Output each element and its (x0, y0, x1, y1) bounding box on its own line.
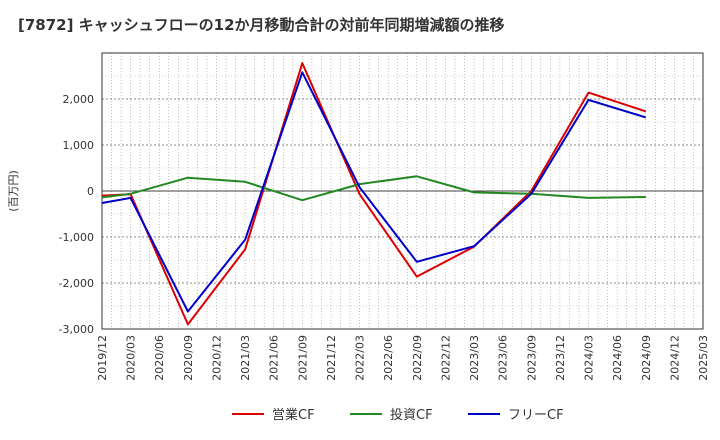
y-tick-label: -1,000 (59, 231, 94, 244)
x-tick-label: 2020/03 (125, 335, 138, 381)
legend-label: 営業CF (272, 407, 315, 423)
x-tick-label: 2022/09 (411, 335, 424, 381)
plot-frame (101, 52, 704, 330)
x-tick-label: 2025/03 (697, 335, 710, 381)
x-tick-label: 2024/09 (640, 335, 653, 381)
legend-label: 投資CF (390, 407, 433, 423)
x-tick-label: 2023/12 (554, 335, 567, 381)
series-line-投資CF (101, 175, 646, 202)
x-tick-label: 2024/12 (668, 335, 681, 381)
y-tick-label: 0 (87, 185, 94, 198)
series-layer (101, 62, 647, 326)
y-tick-label: -2,000 (59, 277, 94, 290)
legend-label: フリーCF (508, 408, 564, 423)
chart-title: [7872] キャッシュフローの12か月移動合計の対前年同期増減額の推移 (18, 16, 505, 34)
y-axis-title: (百万円) (7, 170, 20, 212)
y-tick-label: -3,000 (59, 323, 94, 336)
x-tick-label: 2020/06 (153, 335, 166, 381)
x-tick-label: 2021/06 (268, 335, 281, 381)
x-tick-label: 2020/12 (210, 335, 223, 381)
x-tick-label: 2020/09 (182, 335, 195, 381)
y-tick-label: 1,000 (63, 139, 95, 152)
x-tick-label: 2023/06 (497, 335, 510, 381)
x-tick-label: 2023/09 (525, 335, 538, 381)
series-line-営業CF (101, 62, 647, 326)
x-tick-label: 2021/09 (296, 335, 309, 381)
y-tick-label: 2,000 (63, 93, 95, 106)
x-tick-label: 2022/12 (439, 335, 452, 381)
x-tick-label: 2023/03 (468, 335, 481, 381)
x-tick-label: 2022/03 (354, 335, 367, 381)
x-tick-label: 2019/12 (96, 335, 109, 381)
x-tick-label: 2021/03 (239, 335, 252, 381)
x-tick-label: 2024/06 (611, 335, 624, 381)
legend: 営業CF 投資CF フリーCF (232, 407, 564, 423)
x-tick-label: 2021/12 (325, 335, 338, 381)
grid-layer (102, 53, 703, 330)
x-tick-label: 2022/06 (382, 335, 395, 381)
series-line-フリーCF (101, 71, 647, 313)
x-tick-label: 2024/03 (583, 335, 596, 381)
